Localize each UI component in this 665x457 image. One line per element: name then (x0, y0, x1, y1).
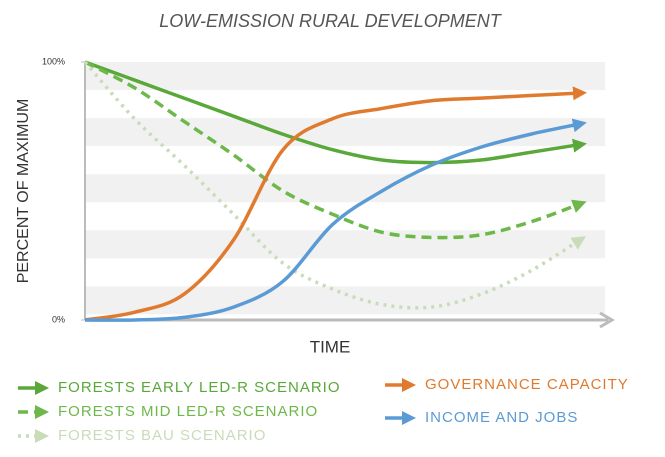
x-axis-label: TIME (310, 337, 351, 356)
x-axis-arrow (599, 311, 615, 329)
series-line (84, 86, 587, 322)
legend-label: FORESTS EARLY LED-R SCENARIO (58, 379, 341, 396)
y-tick-label: 0% (52, 314, 65, 324)
series-line (84, 60, 587, 240)
band (85, 174, 605, 203)
band (85, 230, 605, 259)
series-line (84, 118, 587, 322)
y-tick-label: 100% (42, 56, 65, 66)
band (85, 62, 605, 91)
band (85, 286, 605, 315)
band (85, 118, 605, 147)
legend-label: FORESTS BAU SCENARIO (58, 427, 266, 444)
legend-label: GOVERNANCE CAPACITY (425, 376, 629, 393)
legend-label: INCOME AND JOBS (425, 409, 578, 426)
legend-label: FORESTS MID LED-R SCENARIO (58, 403, 318, 420)
y-axis-label: PERCENT OF MAXIMUM (15, 99, 32, 284)
chart-title: LOW-EMISSION RURAL DEVELOPMENT (159, 11, 502, 31)
series-line (84, 60, 587, 165)
